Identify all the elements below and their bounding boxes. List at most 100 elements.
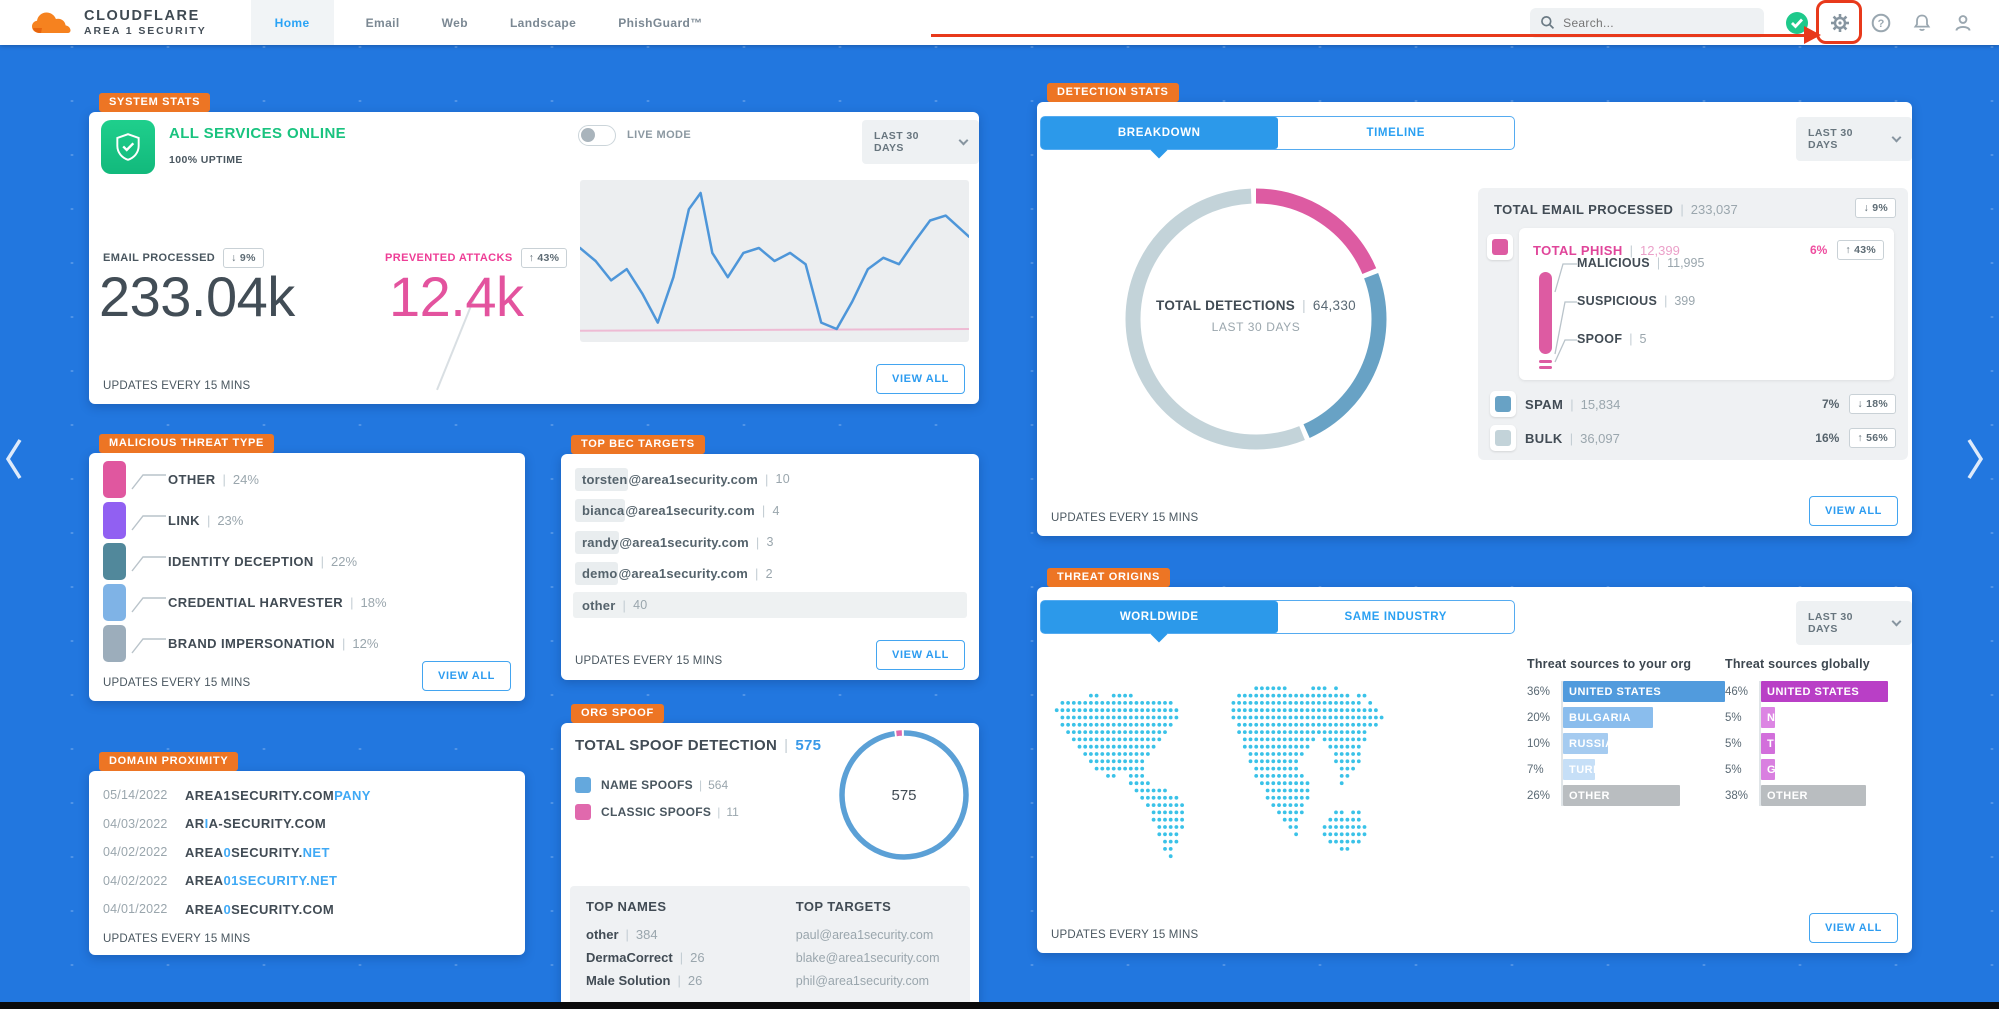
top-names-header: TOP NAMES (586, 899, 667, 914)
threat-source-bar: RUSSIA (1563, 733, 1613, 754)
domain-row[interactable]: 04/01/2022 AREA0SECURITY.COM (103, 895, 371, 924)
threat-source-pct: 20% (1527, 711, 1551, 724)
bec-target-row[interactable]: randy@area1security.com 3 (573, 529, 967, 555)
domain-name: ARIA-SECURITY.COM (185, 816, 326, 831)
search-input[interactable] (1563, 15, 1754, 30)
domain-segment: PANY (334, 787, 371, 803)
prevented-attacks-label: PREVENTED ATTACKS (385, 252, 513, 264)
settings-gear-icon[interactable] (1816, 0, 1862, 44)
range-dropdown[interactable]: LAST 30 DAYS (1796, 117, 1912, 161)
domain-row[interactable]: 04/03/2022 ARIA-SECURITY.COM (103, 810, 371, 839)
top-name: Male Solution (586, 973, 671, 988)
card-tag: DETECTION STATS (1047, 83, 1179, 102)
top-target-row[interactable]: paul@area1security.com (795, 927, 934, 942)
tab-timeline[interactable]: TIMELINE (1366, 127, 1425, 139)
top-targets-header: TOP TARGETS (795, 899, 892, 914)
threat-source-pct: 26% (1527, 789, 1551, 802)
color-chip (1495, 430, 1511, 446)
nav-item-web[interactable]: Web (441, 15, 468, 30)
cloudflare-logo[interactable]: CLOUDFLARE AREA 1 SECURITY (28, 8, 207, 37)
org-threat-sources: Threat sources to your org 36% UNITED STA… (1527, 657, 1725, 811)
top-name-count: 26 (690, 950, 705, 965)
cloudflare-cloud-icon (32, 12, 71, 33)
nav-item-email[interactable]: Email (365, 15, 400, 30)
threat-source-pct: 7% (1527, 763, 1544, 776)
top-name-row[interactable]: Male Solution 26 (586, 969, 796, 992)
view-all-button[interactable]: VIEW ALL (876, 364, 965, 394)
threat-source-country: GERMANY (1767, 763, 1827, 776)
updates-note: UPDATES EVERY 15 MINS (575, 655, 723, 667)
search-box[interactable] (1530, 7, 1764, 38)
phish-bar-tick (1539, 366, 1552, 369)
toggle-knob (581, 127, 595, 142)
threat-source-pct: 5% (1725, 711, 1742, 724)
domain-date: 04/02/2022 (103, 873, 168, 888)
threat-source-pct: 36% (1527, 685, 1551, 698)
bec-target-row[interactable]: other 40 (573, 592, 967, 618)
bec-target-row[interactable]: demo@area1security.com 2 (573, 561, 967, 587)
threat-type-list: OTHER 24% LINK 23% IDENTITY DECEPTION 22% CRED… (103, 461, 387, 662)
view-all-button[interactable]: VIEW ALL (1809, 913, 1898, 943)
domain-segment: 01SECURITY.NET (223, 873, 338, 889)
threat-type-row: OTHER 24% (103, 461, 387, 498)
notifications-bell-icon[interactable] (1912, 13, 1932, 33)
domain-row[interactable]: 05/14/2022 AREA1SECURITY.COMPANY (103, 781, 371, 810)
account-icon[interactable] (1953, 13, 1973, 33)
email-processed-label: EMAIL PROCESSED (103, 252, 216, 264)
spoof-legend: NAME SPOOFS 564 CLASSIC SPOOFS 11 (575, 771, 739, 825)
phish-breakdown-row: MALICIOUS 11,995 (1577, 256, 1704, 270)
range-dropdown[interactable]: LAST 30 DAYS (1796, 601, 1912, 645)
card-tag: SYSTEM STATS (99, 93, 211, 112)
domain-row[interactable]: 04/02/2022 AREA01SECURITY.NET (103, 867, 371, 896)
top-name-row[interactable]: other 384 (586, 923, 796, 946)
annotation-arrow-head (1804, 26, 1821, 44)
live-mode-toggle[interactable] (578, 125, 616, 146)
threat-source-row: 20% BULGARIA (1527, 707, 1725, 728)
view-all-button[interactable]: VIEW ALL (876, 640, 965, 670)
nav-item-phishguard[interactable]: PhishGuard™ (618, 15, 703, 30)
system-stats-card: SYSTEM STATS ALL SERVICES ONLINE 100% UP… (89, 93, 979, 404)
top-target-row[interactable]: blake@area1security.com (795, 950, 940, 965)
main-nav: Home Email Web Landscape PhishGuard™ (250, 0, 713, 45)
top-target-row[interactable]: phil@area1security.com (795, 973, 930, 988)
color-chip-tile (1490, 425, 1516, 451)
threat-type-name: BRAND IMPERSONATION (168, 636, 335, 651)
top-name-row[interactable]: DermaCorrect 26 (586, 946, 796, 969)
detection-row-spam: SPAM 15,834 7% ↓ 18% (1490, 390, 1896, 418)
tab-same-industry[interactable]: SAME INDUSTRY (1344, 611, 1448, 623)
total-email-value: 233,037 (1690, 202, 1738, 217)
bec-target-row[interactable]: bianca@area1security.com 4 (573, 498, 967, 524)
org-spoof-card: ORG SPOOF TOTAL SPOOF DETECTION575 NAME … (561, 704, 979, 1009)
view-all-button[interactable]: VIEW ALL (422, 661, 511, 691)
next-page-chevron[interactable] (1966, 437, 1984, 486)
threat-source-country: BULGARIA (1569, 711, 1632, 724)
detection-stats-card: DETECTION STATS BREAKDOWN TIMELINE LAST 3… (1037, 83, 1912, 536)
view-all-button[interactable]: VIEW ALL (1809, 496, 1898, 526)
viewport-bottom-edge (0, 1002, 1999, 1009)
bec-target-count: 2 (765, 566, 773, 581)
nav-item-landscape[interactable]: Landscape (509, 15, 577, 30)
brand-name: CLOUDFLARE (84, 8, 200, 24)
bec-target-count: 40 (633, 598, 648, 612)
phish-breakdown-row: SUSPICIOUS 399 (1577, 294, 1695, 308)
domain-row[interactable]: 04/02/2022 AREA0SECURITY.NET (103, 838, 371, 867)
domain-segment: 0 (223, 901, 232, 917)
threat-source-bar: BULGARIA (1563, 707, 1653, 728)
phish-color-chip-tile (1487, 234, 1513, 260)
bec-target-row[interactable]: torsten@area1security.com 10 (573, 466, 967, 492)
threat-source-bar: TURKEY (1761, 733, 1815, 754)
card-tag: MALICIOUS THREAT TYPE (99, 434, 275, 453)
nav-item-home[interactable]: Home (250, 0, 334, 45)
threat-source-row: 46% UNITED STATES (1725, 681, 1888, 702)
domain-date: 04/01/2022 (103, 902, 168, 917)
help-icon[interactable]: ? (1871, 13, 1891, 33)
global-threat-sources: Threat sources globally 46% UNITED STATES… (1725, 657, 1888, 811)
threat-type-pct: 22% (331, 554, 358, 569)
domain-segment: AREA (185, 844, 224, 860)
phish-bar-tick (1539, 360, 1552, 363)
card-tag: DOMAIN PROXIMITY (99, 752, 239, 771)
spoof-donut-chart (839, 730, 969, 860)
previous-page-chevron[interactable] (5, 437, 23, 486)
range-dropdown[interactable]: LAST 30 DAYS (862, 120, 979, 164)
bec-target-name: bianca (575, 499, 626, 522)
